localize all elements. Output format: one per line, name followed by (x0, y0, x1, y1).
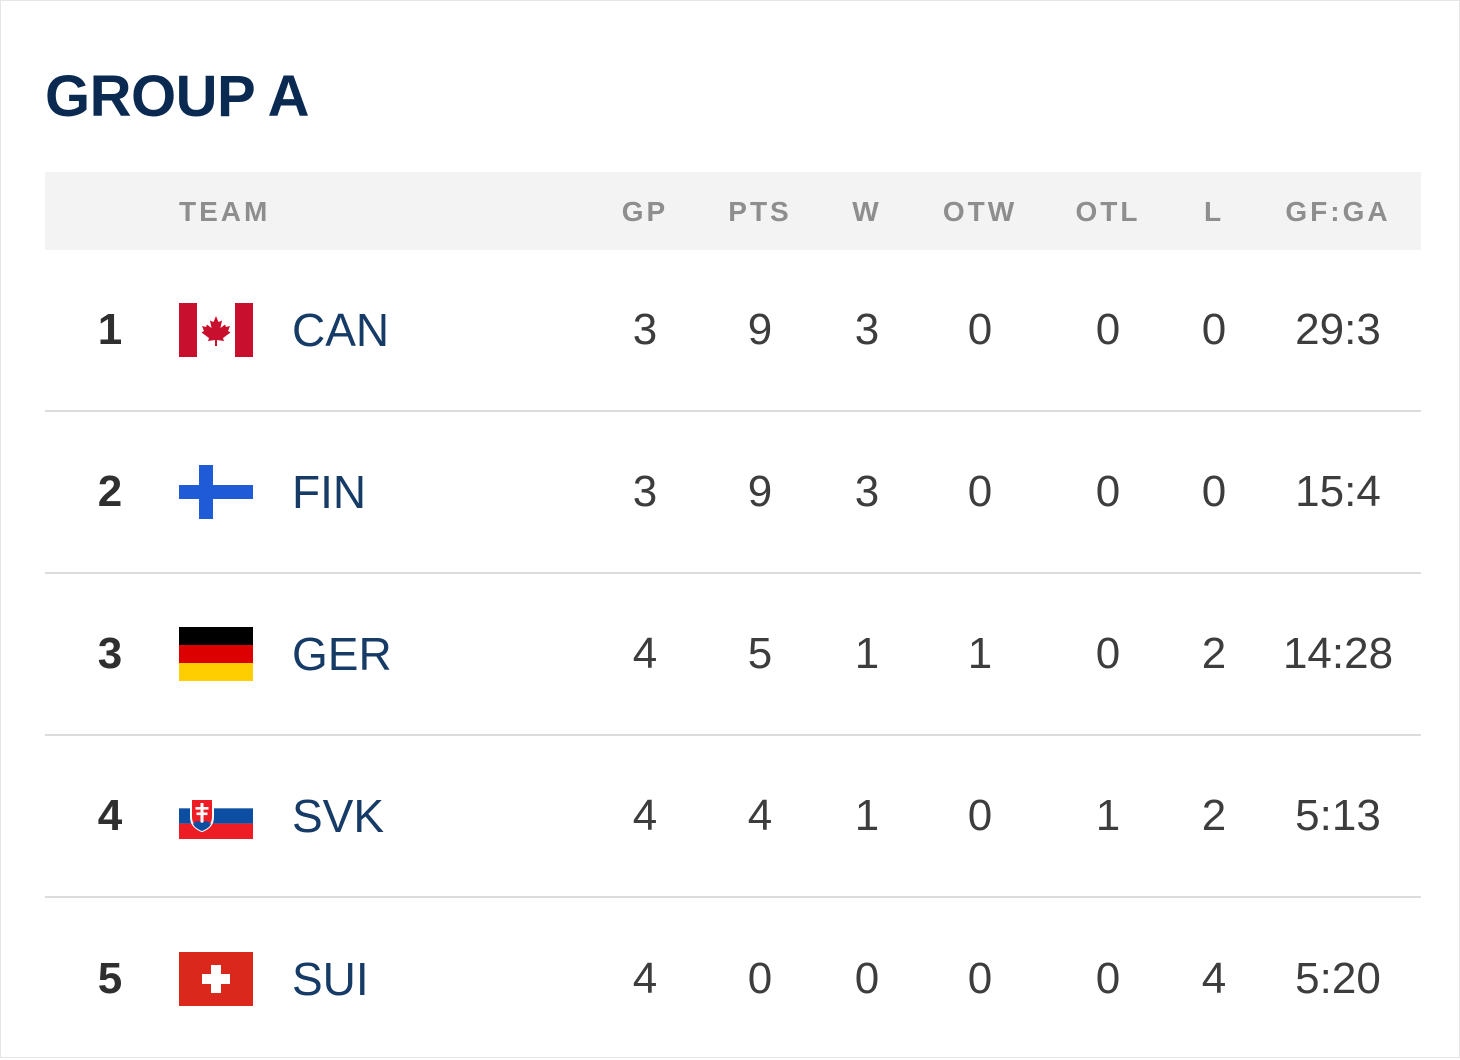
pts-value: 4 (747, 791, 773, 840)
gp-value: 4 (632, 791, 658, 840)
w-value: 3 (854, 467, 880, 516)
switzerland-flag-icon (179, 898, 253, 1060)
pts-value: 0 (747, 954, 773, 1003)
table-row[interactable]: 4 SVK 4 4 1 0 1 2 5:13 (45, 736, 1421, 898)
otl-value: 0 (1095, 629, 1121, 678)
otl-value: 0 (1095, 305, 1121, 354)
w-value: 1 (854, 791, 880, 840)
header-otl: OTL (1075, 196, 1141, 227)
rank: 5 (97, 954, 123, 1003)
header-l: L (1203, 196, 1225, 227)
rank: 4 (97, 791, 123, 840)
gfga-value: 29:3 (1295, 305, 1381, 354)
canada-flag-icon (179, 250, 253, 410)
table-row[interactable]: 3 GER 4 5 1 1 0 2 14:28 (45, 574, 1421, 736)
team-name[interactable]: SVK (292, 790, 385, 842)
gp-value: 3 (632, 467, 658, 516)
otw-value: 0 (967, 467, 993, 516)
header-gp: GP (621, 196, 669, 227)
w-value: 3 (854, 305, 880, 354)
pts-value: 9 (747, 467, 773, 516)
gfga-value: 14:28 (1282, 629, 1394, 678)
l-value: 4 (1201, 954, 1227, 1003)
header-team: TEAM (179, 196, 271, 227)
gfga-value: 5:20 (1295, 954, 1381, 1003)
gfga-value: 5:13 (1295, 791, 1381, 840)
header-w: W (852, 196, 882, 227)
table-row[interactable]: 5 SUI 4 0 0 0 0 4 5:20 (45, 898, 1421, 1060)
gp-value: 4 (632, 629, 658, 678)
pts-value: 5 (747, 629, 773, 678)
otw-value: 1 (967, 629, 993, 678)
gp-value: 3 (632, 305, 658, 354)
switzerland-flag-graphic (179, 952, 253, 1006)
otl-value: 0 (1095, 467, 1121, 516)
table-row[interactable]: 1 CAN 3 9 3 0 0 0 29:3 (45, 250, 1421, 412)
l-value: 0 (1201, 305, 1227, 354)
rank: 3 (97, 629, 123, 678)
team-name[interactable]: GER (292, 628, 392, 680)
canada-flag-graphic (179, 303, 253, 357)
l-value: 2 (1201, 629, 1227, 678)
header-pts: PTS (728, 196, 792, 227)
w-value: 0 (854, 954, 880, 1003)
table-row[interactable]: 2 FIN 3 9 3 0 0 0 15:4 (45, 412, 1421, 574)
otw-value: 0 (967, 791, 993, 840)
slovakia-flag-icon (179, 736, 253, 896)
germany-flag-icon (179, 574, 253, 734)
finland-flag-icon (179, 412, 253, 572)
w-value: 1 (854, 629, 880, 678)
table-header: TEAM GP PTS W OTW OTL L GF:GA (45, 172, 1421, 250)
team-name[interactable]: SUI (292, 953, 369, 1005)
otw-value: 0 (967, 954, 993, 1003)
germany-flag-graphic (179, 627, 253, 681)
pts-value: 9 (747, 305, 773, 354)
gp-value: 4 (632, 954, 658, 1003)
header-otw: OTW (942, 196, 1018, 227)
group-title: GROUP A (45, 64, 310, 129)
l-value: 0 (1201, 467, 1227, 516)
gfga-value: 15:4 (1295, 467, 1381, 516)
otw-value: 0 (967, 305, 993, 354)
slovakia-flag-graphic (179, 793, 253, 839)
team-name[interactable]: FIN (292, 466, 367, 518)
rank: 2 (97, 467, 123, 516)
rank: 1 (97, 305, 123, 354)
header-gfga: GF:GA (1285, 196, 1391, 227)
finland-flag-graphic (179, 465, 253, 519)
team-name[interactable]: CAN (292, 304, 390, 356)
l-value: 2 (1201, 791, 1227, 840)
otl-value: 1 (1095, 791, 1121, 840)
otl-value: 0 (1095, 954, 1121, 1003)
standings-table: TEAM GP PTS W OTW OTL L GF:GA 1 CAN 3 9 (45, 172, 1421, 1060)
